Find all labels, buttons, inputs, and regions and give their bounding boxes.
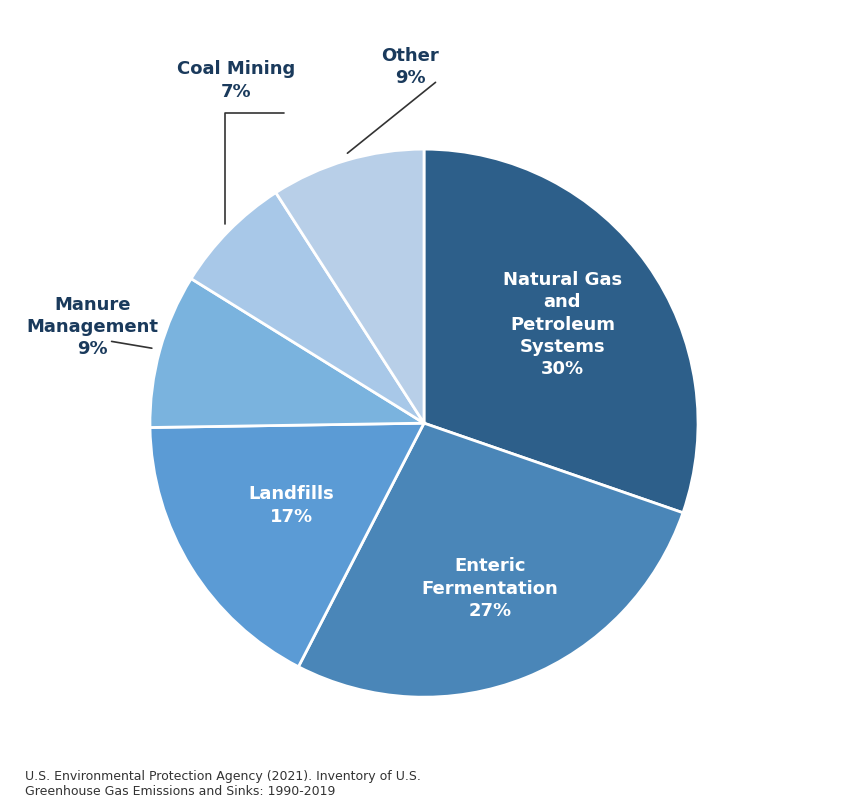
Text: Manure
Management
9%: Manure Management 9% <box>26 296 159 359</box>
Text: 2019 U.S. Methane Emissions, By Source: 2019 U.S. Methane Emissions, By Source <box>0 28 848 64</box>
Wedge shape <box>298 423 683 697</box>
Text: Natural Gas
and
Petroleum
Systems
30%: Natural Gas and Petroleum Systems 30% <box>503 271 622 378</box>
Text: Coal Mining
7%: Coal Mining 7% <box>177 60 296 101</box>
Wedge shape <box>150 279 424 427</box>
Text: Other
9%: Other 9% <box>382 47 439 87</box>
Wedge shape <box>191 193 424 423</box>
Text: Landfills
17%: Landfills 17% <box>248 485 334 526</box>
Text: U.S. Environmental Protection Agency (2021). Inventory of U.S.
Greenhouse Gas Em: U.S. Environmental Protection Agency (20… <box>25 770 421 798</box>
Wedge shape <box>150 423 424 667</box>
Text: Enteric
Fermentation
27%: Enteric Fermentation 27% <box>421 557 559 620</box>
Wedge shape <box>276 149 424 423</box>
Wedge shape <box>424 149 698 513</box>
